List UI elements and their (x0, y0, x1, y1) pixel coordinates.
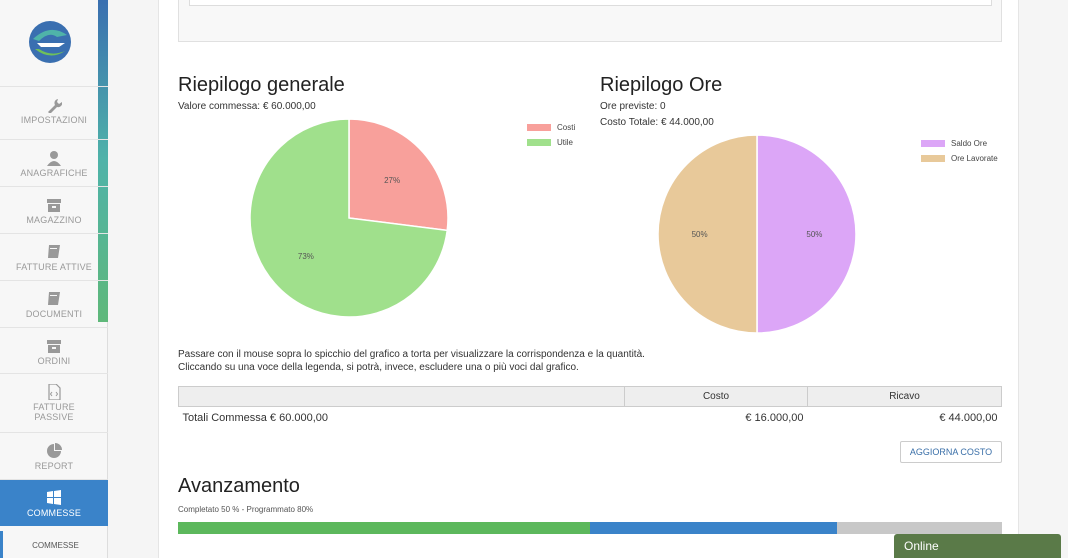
summary-legend: Costi Utile (527, 123, 575, 153)
archive-icon (47, 340, 61, 353)
sidebar-item-label: FATTURE PASSIVE (33, 402, 75, 422)
avanzamento-title: Avanzamento (178, 475, 300, 497)
pie-slice-label: 73% (298, 252, 314, 261)
legend-swatch (921, 140, 945, 148)
totali-commessa-cell: Totali Commessa € 60.000,00 (182, 411, 329, 424)
sidebar-item-label: REPORT (34, 461, 74, 471)
legend-label: Utile (557, 138, 574, 147)
hint-line: Cliccando su una voce della legenda, si … (178, 362, 579, 373)
hint-line: Passare con il mouse sopra lo spicchio d… (178, 349, 645, 360)
book-icon (48, 245, 60, 258)
sidebar-item-fatture-attive[interactable]: FATTURE ATTIVE (0, 233, 108, 280)
sidebar-item-label: FATTURE ATTIVE (16, 262, 92, 272)
sidebar-item-label: DOCUMENTI (25, 309, 83, 319)
legend-label: Costi (557, 123, 576, 132)
costo-totale: Costo Totale: € 44.000,00 (600, 117, 714, 128)
user-icon (47, 151, 61, 166)
sidebar-item-label: ANAGRAFICHE (20, 168, 88, 178)
legend-item-utile[interactable]: Utile (527, 138, 575, 147)
table-row: Totali Commessa € 60.000,00 € 16.000,00 … (179, 407, 1002, 429)
pie-slice-saldo-ore[interactable] (756, 134, 857, 334)
aggiorna-costo-button[interactable]: AGGIORNA COSTO (900, 441, 1002, 463)
chart-hint: Passare con il mouse sopra lo spicchio d… (178, 348, 645, 374)
pie-chart-icon (47, 443, 62, 458)
legend-item-costi[interactable]: Costi (527, 123, 575, 132)
sidebar-item-ordini[interactable]: ORDINI (0, 327, 108, 373)
sidebar-item-label: ORDINI (37, 356, 71, 366)
file-code-icon (48, 384, 61, 400)
ricavo-cell: € 44.000,00 (939, 411, 998, 424)
totals-table: Costo Ricavo Totali Commessa € 60.000,00… (178, 386, 1002, 429)
sidebar: IMPOSTAZIONI ANAGRAFICHE MAGAZZINO FATTURE … (0, 0, 108, 558)
table-header-row: Costo Ricavo (178, 386, 1002, 407)
costo-cell: € 16.000,00 (745, 411, 804, 424)
pie-slice-label: 50% (692, 230, 708, 239)
windows-icon (47, 490, 61, 505)
sidebar-item-label: MAGAZZINO (26, 215, 82, 225)
valore-commessa: Valore commessa: € 60.000,00 (178, 101, 316, 112)
pie-slice-costi[interactable] (348, 118, 449, 232)
pie-slice-label: 27% (384, 176, 400, 185)
sidebar-item-label: COMMESSE (26, 508, 82, 518)
table-header-costo: Costo (624, 386, 808, 407)
ore-previste: Ore previste: 0 (600, 101, 666, 112)
legend-label: Saldo Ore (951, 139, 988, 148)
legend-swatch (527, 124, 551, 132)
summary-title: Riepilogo generale (178, 74, 345, 96)
progress-completed (178, 522, 590, 534)
progress-bar (178, 522, 1002, 534)
hours-title: Riepilogo Ore (600, 74, 723, 96)
top-panel (178, 0, 1002, 42)
sidebar-item-fatture-passive[interactable]: FATTURE PASSIVE (0, 373, 108, 432)
pie-slice-ore-lavorate[interactable] (657, 134, 758, 334)
book-icon (48, 292, 60, 305)
sidebar-accent-bar (98, 0, 108, 322)
table-header-ricavo: Ricavo (807, 386, 1002, 407)
sidebar-item-anagrafiche[interactable]: ANAGRAFICHE (0, 139, 108, 186)
sidebar-item-documenti[interactable]: DOCUMENTI (0, 280, 108, 327)
online-status[interactable]: Online (894, 534, 1061, 558)
sidebar-item-impostazioni[interactable]: IMPOSTAZIONI (0, 86, 108, 138)
pie-slice-utile[interactable] (249, 118, 449, 318)
sidebar-item-commesse[interactable]: COMMESSE (0, 479, 108, 526)
hours-pie-chart[interactable]: 50% 50% (657, 134, 857, 334)
legend-swatch (527, 139, 551, 147)
legend-swatch (921, 155, 945, 163)
sidebar-item-magazzino[interactable]: MAGAZZINO (0, 186, 108, 233)
archive-icon (47, 199, 61, 212)
sidebar-subitem-commesse[interactable]: COMMESSE (0, 531, 108, 558)
legend-item-ore-lavorate[interactable]: Ore Lavorate (921, 154, 998, 163)
summary-pie-chart[interactable]: 27% 73% (249, 118, 449, 318)
avanzamento-label: Completato 50 % - Programmato 80% (178, 505, 314, 514)
sidebar-item-report[interactable]: REPORT (0, 432, 108, 479)
top-panel-inner (189, 0, 992, 6)
pie-slice-label: 50% (806, 230, 822, 239)
main-content: Riepilogo generale Valore commessa: € 60… (158, 0, 1019, 558)
wrench-icon (48, 99, 62, 113)
hours-legend: Saldo Ore Ore Lavorate (921, 139, 998, 169)
sidebar-item-label: IMPOSTAZIONI (20, 115, 88, 125)
table-header-blank (178, 386, 625, 407)
legend-item-saldo-ore[interactable]: Saldo Ore (921, 139, 998, 148)
legend-label: Ore Lavorate (951, 154, 998, 163)
app-logo[interactable] (27, 19, 73, 65)
